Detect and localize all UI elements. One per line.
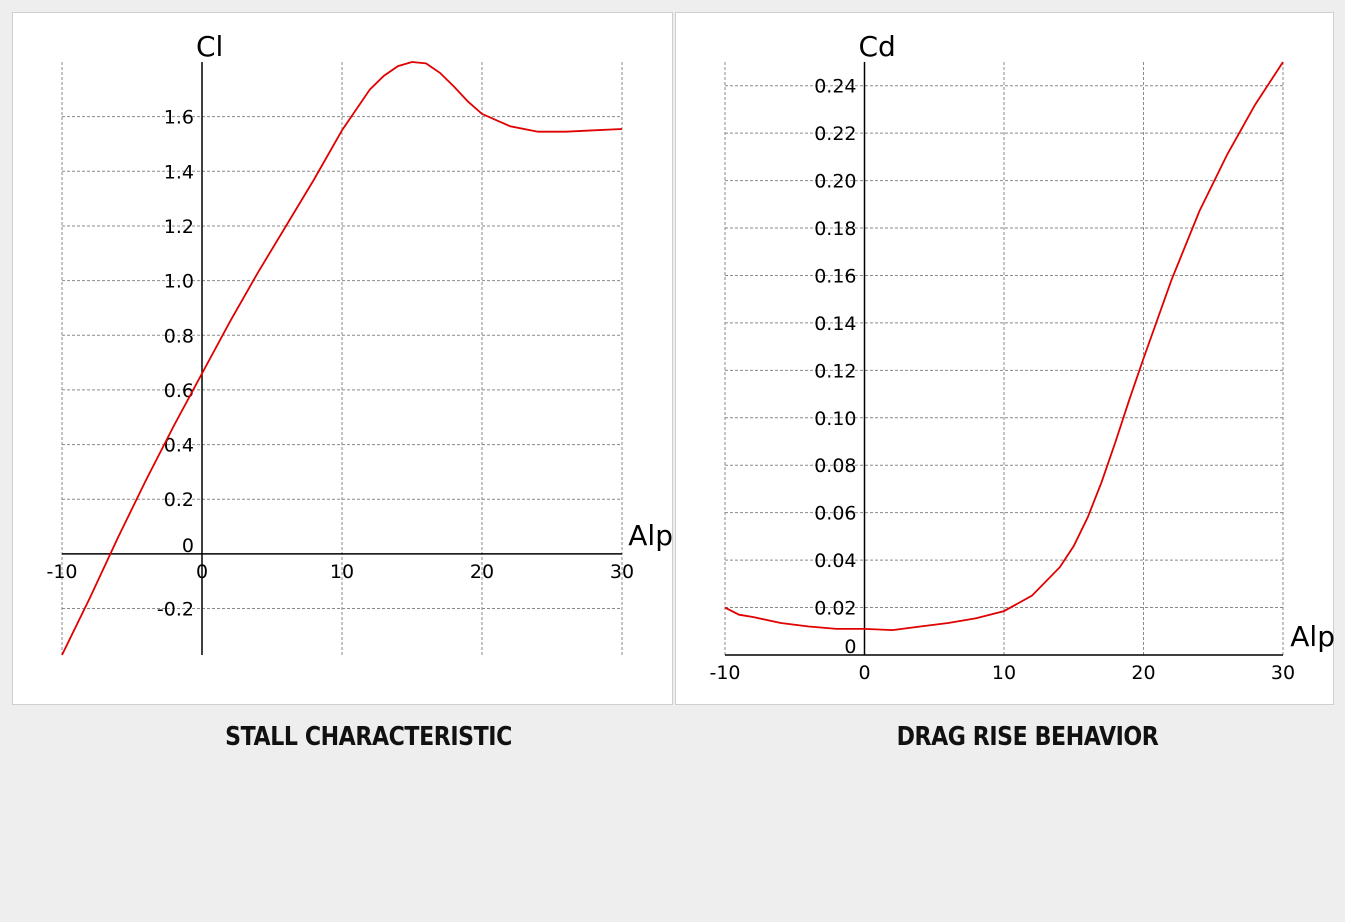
series-line	[724, 61, 1284, 632]
y-tick-label: 1.6	[164, 107, 194, 129]
x-tick-label: 10	[330, 561, 354, 583]
y-tick-label: 0.02	[814, 598, 856, 620]
x-tick-label: -10	[709, 662, 740, 684]
y-tick-label: 0.18	[814, 218, 856, 240]
y-tick-label: 0.12	[814, 360, 856, 382]
y-tick-label: 0.2	[164, 489, 194, 511]
y-axis-label: Cd	[859, 30, 896, 63]
y-tick-label: 0.20	[814, 171, 856, 193]
x-tick-label: 20	[1131, 662, 1155, 684]
y-tick-label: 0.6	[164, 380, 194, 402]
chart-title-right: DRAG RISE BEHAVIOR	[896, 722, 1159, 752]
series-line	[61, 61, 623, 656]
y-tick-label: 0.16	[814, 265, 856, 287]
y-tick-label: 0.22	[814, 123, 856, 145]
y-tick-label: 0.08	[814, 455, 856, 477]
x-tick-label: 30	[610, 561, 634, 583]
chart-title-left: STALL CHARACTERISTIC	[225, 722, 512, 752]
y-tick-label: 0.10	[814, 408, 856, 430]
x-tick-label: 0	[858, 662, 870, 684]
chart-panel-left: -10 0 10 20 30 -0.2 0 0.2 0.4 0.6 0.8 1.0 1.2 1.4 1.6 C…	[12, 12, 673, 705]
y-tick-label: 0.06	[814, 503, 856, 525]
y-tick-label: 0	[182, 535, 194, 557]
y-tick-label: 1.4	[164, 161, 194, 183]
x-tick-label: 0	[196, 561, 208, 583]
x-axis-label: Alp	[628, 519, 673, 552]
cd-chart: -10 0 10 20 30 0 0.02 0.04 0.06 0.08 0.10 0.12 0.14 0…	[709, 30, 1335, 684]
chart-panel-right: -10 0 10 20 30 0 0.02 0.04 0.06 0.08 0.10 0.12 0.14 0…	[675, 12, 1335, 705]
y-axis-label: Cl	[196, 30, 223, 63]
x-tick-label: 10	[992, 662, 1016, 684]
x-axis-label: Alp	[1290, 620, 1335, 653]
y-tick-label: 0.4	[164, 435, 194, 457]
x-tick-label: 20	[470, 561, 494, 583]
y-tick-label: 0.14	[814, 313, 856, 335]
cl-chart: -10 0 10 20 30-0.200.20.40.60.81.01.21.41.6C…	[46, 30, 673, 656]
y-tick-label: 1.2	[164, 216, 194, 238]
y-tick-label: 0.04	[814, 550, 856, 572]
x-tick-label: -10	[46, 561, 77, 583]
x-tick-label: 30	[1271, 662, 1295, 684]
y-tick-label: 1.0	[164, 271, 194, 293]
y-tick-label: 0	[844, 636, 856, 658]
y-tick-label: -0.2	[157, 599, 194, 621]
y-tick-label: 0.24	[814, 76, 856, 98]
y-tick-label: 0.8	[164, 325, 194, 347]
